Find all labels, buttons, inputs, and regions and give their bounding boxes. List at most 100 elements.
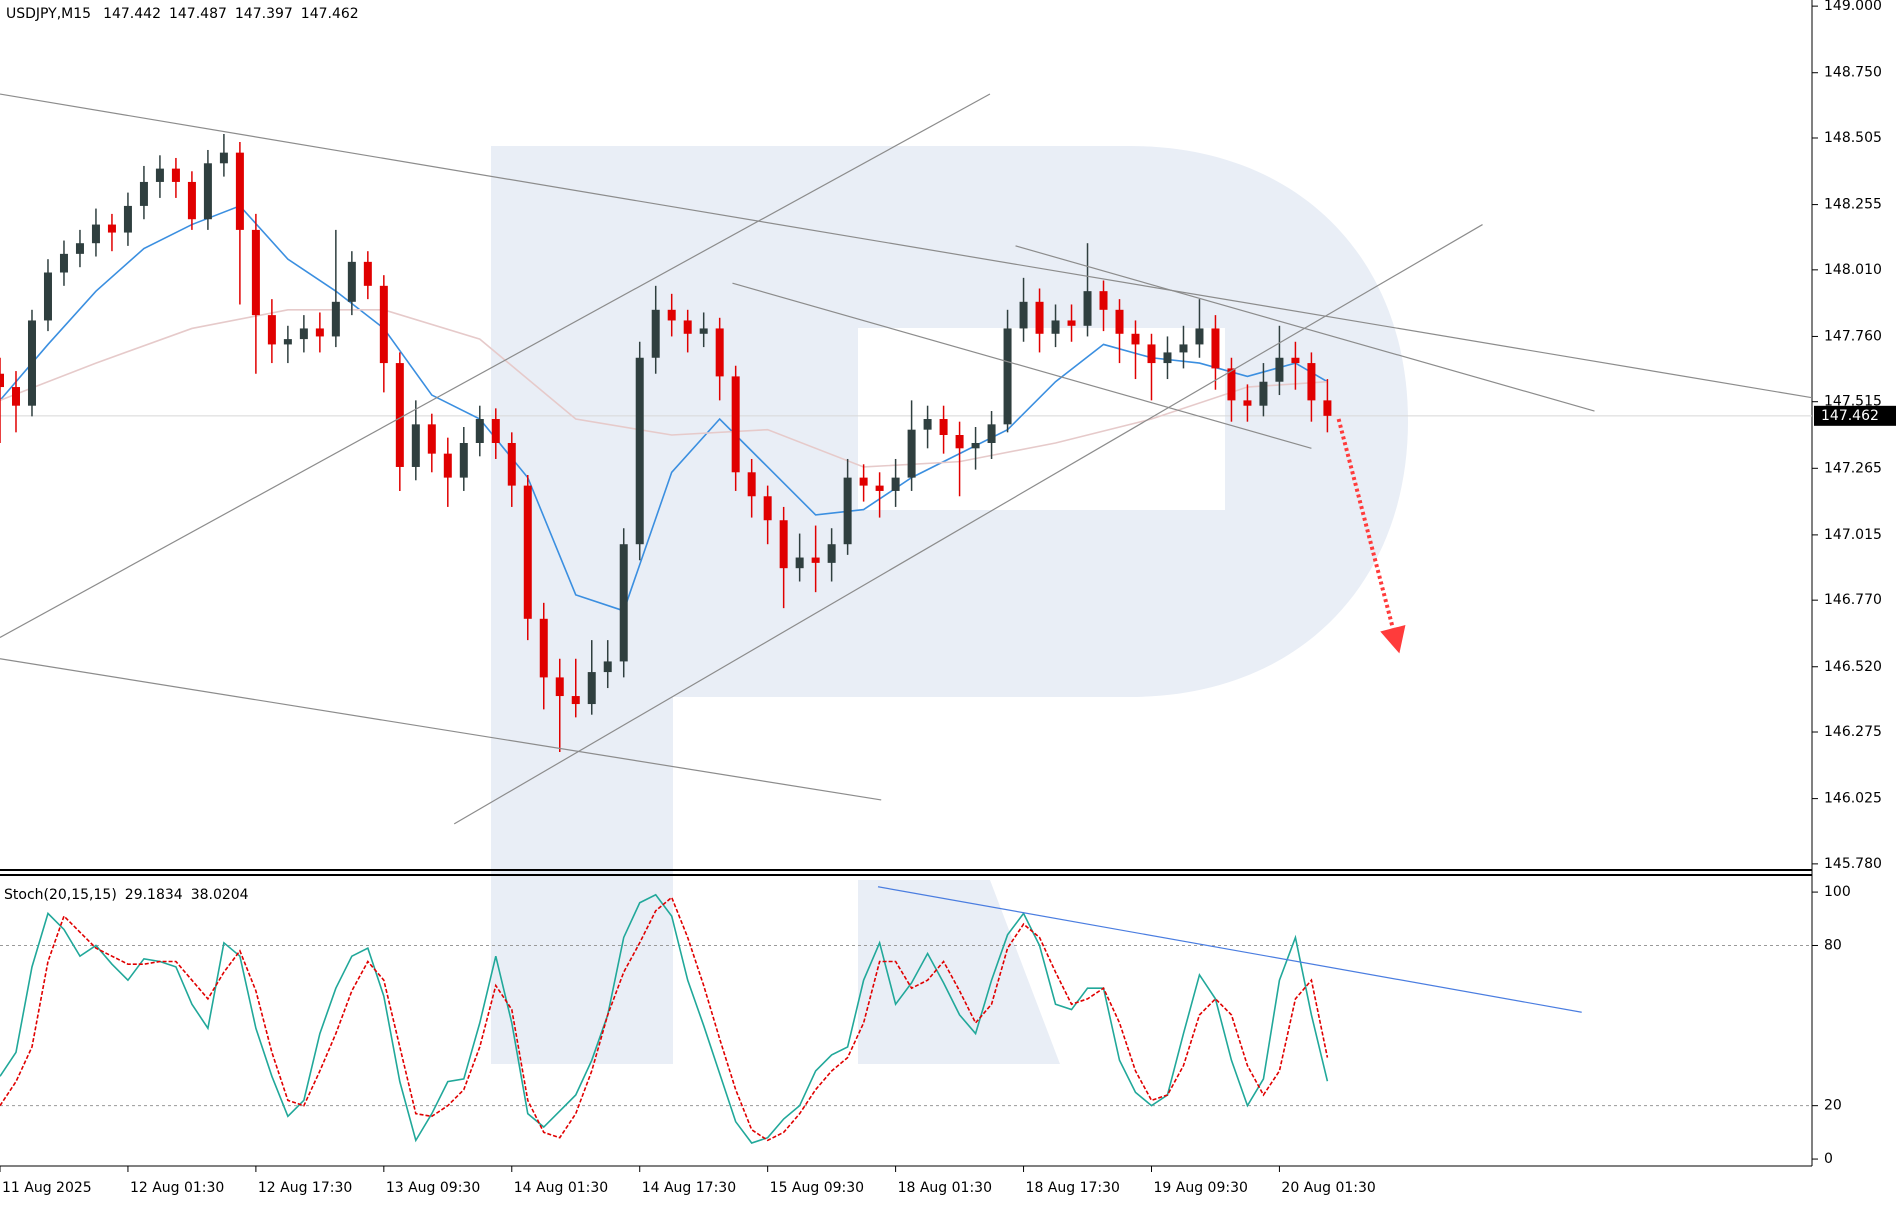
candle-body bbox=[699, 328, 708, 334]
candle-body bbox=[11, 387, 20, 406]
candle-body bbox=[859, 477, 868, 486]
candle-body bbox=[1275, 357, 1284, 382]
candle-body bbox=[603, 661, 612, 673]
x-tick-label: 11 Aug 2025 bbox=[2, 1180, 92, 1196]
main: 29.1834 bbox=[125, 887, 183, 903]
watermark bbox=[491, 146, 1408, 1064]
candle-body bbox=[347, 261, 356, 302]
y-tick-label: 149.000 bbox=[1824, 0, 1882, 14]
candle-body bbox=[779, 520, 788, 569]
candle-body bbox=[411, 424, 420, 467]
x-tick-label: 18 Aug 01:30 bbox=[898, 1180, 992, 1196]
candle-body bbox=[1051, 320, 1060, 334]
x-tick-label: 15 Aug 09:30 bbox=[770, 1180, 864, 1196]
candle-body bbox=[795, 557, 804, 569]
y-tick-label: 146.025 bbox=[1824, 791, 1882, 807]
candle-body bbox=[155, 168, 164, 182]
trend-line bbox=[0, 93, 1812, 399]
last-price-box bbox=[1814, 405, 1896, 426]
candle-body bbox=[1323, 400, 1332, 416]
last-price-label: 147.462 bbox=[1821, 408, 1879, 424]
candle-body bbox=[171, 168, 180, 182]
y-tick-label: 145.780 bbox=[1824, 856, 1882, 872]
candle-body bbox=[107, 224, 116, 233]
candle-body bbox=[0, 373, 4, 388]
candle-body bbox=[299, 328, 308, 340]
candle-body bbox=[619, 544, 628, 662]
candle-body bbox=[731, 376, 740, 473]
arrow-head bbox=[1380, 625, 1406, 654]
candle-body bbox=[1003, 328, 1012, 425]
candle-body bbox=[139, 181, 148, 206]
candle-body bbox=[59, 253, 68, 273]
candle-body bbox=[1211, 328, 1220, 369]
trend-line bbox=[1015, 245, 1595, 412]
panel bbox=[0, 886, 1812, 1144]
candle-body bbox=[1035, 301, 1044, 334]
x-tick-label: 14 Aug 01:30 bbox=[514, 1180, 608, 1196]
candle-body bbox=[571, 696, 580, 705]
signal: 38.0204 bbox=[191, 887, 249, 903]
candle-body bbox=[123, 205, 132, 233]
symbol: USDJPY,M15 bbox=[6, 6, 91, 22]
y-tick-label: 0 bbox=[1824, 1151, 1833, 1167]
y-tick-label: 146.520 bbox=[1824, 659, 1882, 675]
candle-body bbox=[251, 229, 260, 316]
candle-body bbox=[747, 472, 756, 497]
candle-body bbox=[843, 477, 852, 545]
candle-body bbox=[1067, 320, 1076, 326]
candle-body bbox=[395, 363, 404, 467]
trend-line bbox=[453, 224, 1483, 825]
y-tick-label: 147.515 bbox=[1824, 394, 1882, 410]
x-tick-label: 18 Aug 17:30 bbox=[1026, 1180, 1120, 1196]
indicator: Stoch(20,15,15) bbox=[4, 887, 117, 903]
y-tick-label: 147.015 bbox=[1824, 527, 1882, 543]
candle-body bbox=[427, 424, 436, 454]
open: 147.442 bbox=[103, 6, 161, 22]
candle-body bbox=[523, 485, 532, 619]
x-tick-label: 13 Aug 09:30 bbox=[386, 1180, 480, 1196]
candle-body bbox=[955, 435, 964, 449]
candle-body bbox=[667, 309, 676, 321]
candle-body bbox=[219, 152, 228, 164]
candle-body bbox=[1083, 291, 1092, 326]
candle-body bbox=[587, 672, 596, 705]
x-tick-label: 20 Aug 01:30 bbox=[1281, 1180, 1375, 1196]
moving-average bbox=[0, 309, 1328, 468]
candle-body bbox=[1259, 381, 1268, 406]
candle-body bbox=[267, 315, 276, 345]
close: 147.462 bbox=[301, 6, 359, 22]
candle-body bbox=[1115, 309, 1124, 334]
candle-body bbox=[75, 243, 84, 254]
high: 147.487 bbox=[169, 6, 227, 22]
candle-body bbox=[811, 557, 820, 563]
y-tick-label: 147.760 bbox=[1824, 328, 1882, 344]
y-tick-label: 146.275 bbox=[1824, 724, 1882, 740]
trend-line bbox=[0, 658, 882, 801]
candle-body bbox=[875, 485, 884, 491]
y-tick-label: 146.770 bbox=[1824, 592, 1882, 608]
y-tick-label: 148.505 bbox=[1824, 130, 1882, 146]
candle-body bbox=[651, 309, 660, 358]
candle-body bbox=[1179, 344, 1188, 353]
candle-body bbox=[971, 442, 980, 449]
low: 147.397 bbox=[235, 6, 293, 22]
x-tick-label: 12 Aug 01:30 bbox=[130, 1180, 224, 1196]
candle-body bbox=[363, 261, 372, 286]
trend-line bbox=[0, 93, 991, 638]
candle-body bbox=[1291, 357, 1300, 364]
candle-body bbox=[1163, 352, 1172, 364]
candle-body bbox=[1019, 301, 1028, 329]
y-tick-label: 148.750 bbox=[1824, 65, 1882, 81]
forecast-arrow bbox=[1336, 418, 1395, 629]
y-tick-label: 148.010 bbox=[1824, 262, 1882, 278]
candle-body bbox=[715, 328, 724, 377]
candle-body bbox=[891, 477, 900, 491]
candle-body bbox=[459, 442, 468, 478]
stoch-line bbox=[0, 896, 1329, 1142]
candle-body bbox=[443, 453, 452, 478]
y-tick-label: 100 bbox=[1824, 884, 1851, 900]
candle-body bbox=[331, 301, 340, 337]
